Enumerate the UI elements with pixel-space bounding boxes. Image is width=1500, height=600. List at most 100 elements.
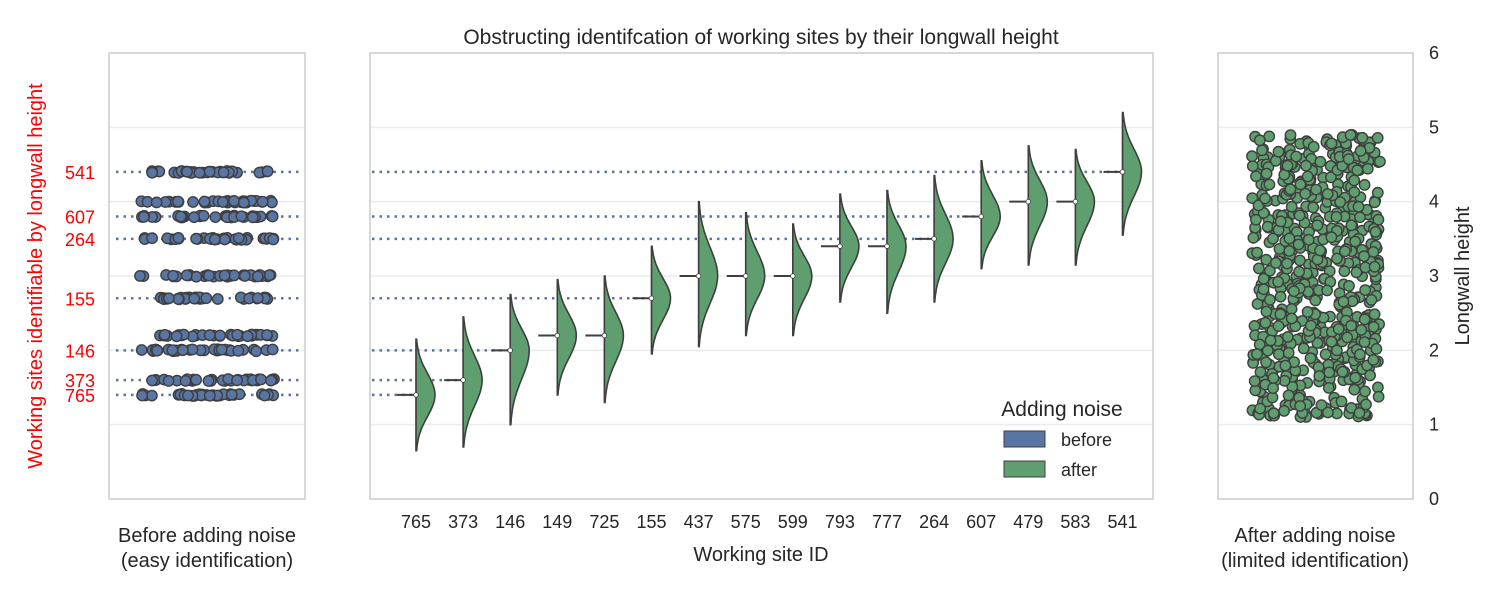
legend-swatch-before — [1003, 430, 1046, 448]
after-point — [1368, 196, 1381, 209]
before-point — [265, 374, 277, 387]
xtick-label: 777 — [872, 512, 902, 532]
after-point — [1304, 319, 1317, 332]
after-point — [1352, 200, 1365, 213]
xtick-label: 373 — [448, 512, 478, 532]
highlight-site-label: 264 — [65, 230, 95, 250]
after-point — [1364, 369, 1377, 382]
after-point — [1285, 200, 1298, 213]
before-point — [203, 389, 216, 402]
xtick-label: 437 — [684, 512, 714, 532]
before-point — [137, 210, 150, 223]
after-point — [1343, 279, 1355, 292]
after-point — [1344, 129, 1357, 141]
before-point — [146, 166, 159, 179]
right-panel: 0 1 2 3 4 5 6 Longwall height After adding noi… — [1217, 43, 1474, 572]
center-xtick-labels: 765 373 146 149 725 155 437 575 599 793 777 264 607 4… — [401, 512, 1138, 532]
before-point — [203, 329, 216, 342]
after-point — [1322, 406, 1334, 419]
median-point — [695, 273, 702, 279]
center-panel: 765 373 146 149 725 155 437 575 599 793 777 264 607 4… — [369, 26, 1154, 566]
after-point — [1290, 150, 1303, 163]
right-frame — [1217, 52, 1414, 500]
after-point — [1281, 257, 1294, 270]
after-point — [1253, 134, 1266, 147]
after-point — [1354, 348, 1366, 361]
after-point — [1311, 337, 1324, 349]
after-point — [1293, 265, 1306, 278]
after-point — [1279, 359, 1292, 372]
before-point — [261, 329, 273, 341]
after-point — [1335, 395, 1348, 408]
before-point — [158, 328, 171, 341]
center-xlabel: Working site ID — [693, 544, 828, 566]
after-point — [1246, 150, 1258, 163]
after-point — [1267, 232, 1279, 245]
after-violin — [792, 223, 813, 337]
median-point — [554, 332, 560, 339]
after-violin — [886, 189, 907, 314]
before-point — [136, 389, 149, 402]
before-point — [197, 209, 210, 222]
before-point — [167, 269, 180, 282]
legend: Adding noise before after — [1001, 398, 1122, 480]
after-point — [1283, 232, 1296, 245]
before-point — [181, 165, 194, 178]
after-point — [1361, 162, 1374, 175]
after-point — [1253, 262, 1265, 275]
median-point — [1072, 198, 1079, 205]
after-point — [1314, 244, 1326, 257]
after-point — [1314, 155, 1327, 168]
after-point — [1250, 170, 1262, 183]
after-point — [1315, 399, 1328, 411]
before-point — [174, 210, 187, 223]
after-point — [1349, 371, 1362, 384]
after-point — [1358, 336, 1371, 348]
median-point — [1119, 169, 1126, 175]
before-point — [266, 210, 279, 223]
after-point — [1336, 365, 1349, 378]
xtick-label: 146 — [495, 512, 525, 532]
after-point — [1355, 323, 1368, 336]
after-point — [1274, 308, 1287, 321]
before-point — [214, 329, 227, 342]
legend-label-after: after — [1061, 460, 1097, 480]
after-point — [1334, 196, 1347, 209]
after-point — [1251, 348, 1263, 360]
after-violin — [556, 278, 578, 396]
after-point — [1319, 348, 1332, 361]
after-point — [1307, 201, 1320, 214]
after-point — [1309, 294, 1322, 307]
before-point — [267, 233, 280, 246]
xtick-label: 725 — [589, 512, 619, 532]
after-point — [1288, 285, 1300, 298]
after-point — [1358, 313, 1371, 326]
after-point — [1294, 400, 1307, 412]
after-point — [1367, 353, 1380, 366]
after-point — [1267, 372, 1280, 384]
after-point — [1301, 170, 1314, 183]
xtick-label: 793 — [825, 512, 855, 532]
xtick-label: 541 — [1107, 512, 1137, 532]
median-point — [790, 273, 796, 279]
after-point — [1359, 284, 1372, 296]
after-point — [1356, 131, 1369, 144]
after-point — [1250, 213, 1262, 226]
after-point — [1264, 334, 1277, 347]
ytick-label: 0 — [1429, 489, 1439, 509]
right-xlabel: After adding noise (limited identificatio… — [1221, 525, 1409, 572]
right-ylabel: Longwall height — [1452, 206, 1474, 345]
after-point — [1285, 312, 1298, 325]
after-point — [1371, 131, 1384, 144]
before-point — [232, 232, 245, 245]
ytick-label: 4 — [1429, 192, 1439, 212]
after-point — [1257, 283, 1270, 296]
after-point — [1350, 266, 1363, 279]
before-point — [203, 165, 216, 178]
highlight-site-label: 373 — [65, 371, 95, 391]
after-point — [1365, 293, 1378, 306]
label-line: Before adding noise — [118, 525, 296, 547]
after-violin — [1121, 111, 1143, 236]
after-point — [1254, 366, 1267, 378]
